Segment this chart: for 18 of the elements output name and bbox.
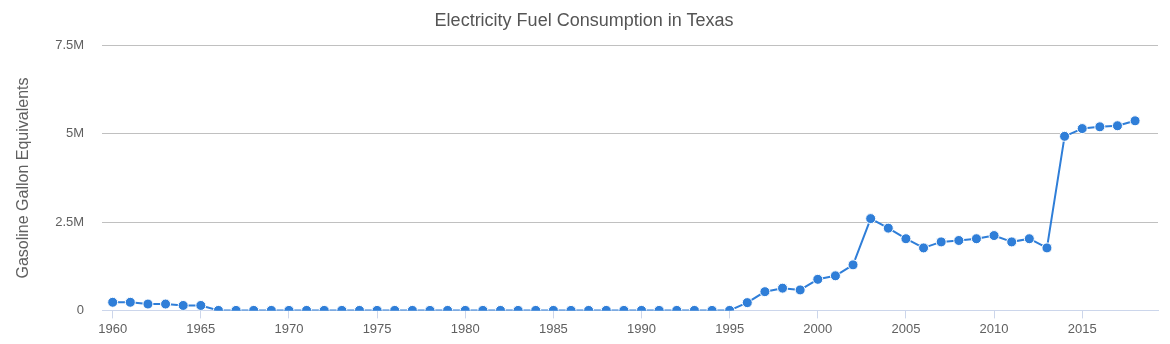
y-tick-label: 7.5M xyxy=(55,37,85,53)
x-tick-label: 2000 xyxy=(803,320,833,336)
x-tick-label: 2005 xyxy=(891,320,921,336)
x-tick-label: 1995 xyxy=(715,320,745,336)
x-tick-label: 1960 xyxy=(98,320,128,336)
x-tick-label: 1985 xyxy=(538,320,568,336)
x-tick-label: 1990 xyxy=(627,320,656,336)
x-tick-label: 1970 xyxy=(274,320,304,336)
x-tick-label: 1965 xyxy=(186,320,216,336)
y-tick-label: 5M xyxy=(66,125,85,141)
x-tick-label: 2010 xyxy=(979,320,1009,336)
x-tick-label: 1980 xyxy=(450,320,480,336)
y-axis-title: Gasoline Gallon Equivalents xyxy=(14,77,32,279)
y-tick-label: 2.5M xyxy=(55,213,85,229)
x-tick-label: 2015 xyxy=(1067,320,1097,336)
chart-title: Electricity Fuel Consumption in Texas xyxy=(434,9,734,30)
y-tick-label: 0 xyxy=(76,301,85,317)
x-tick-label: 1975 xyxy=(362,320,392,336)
